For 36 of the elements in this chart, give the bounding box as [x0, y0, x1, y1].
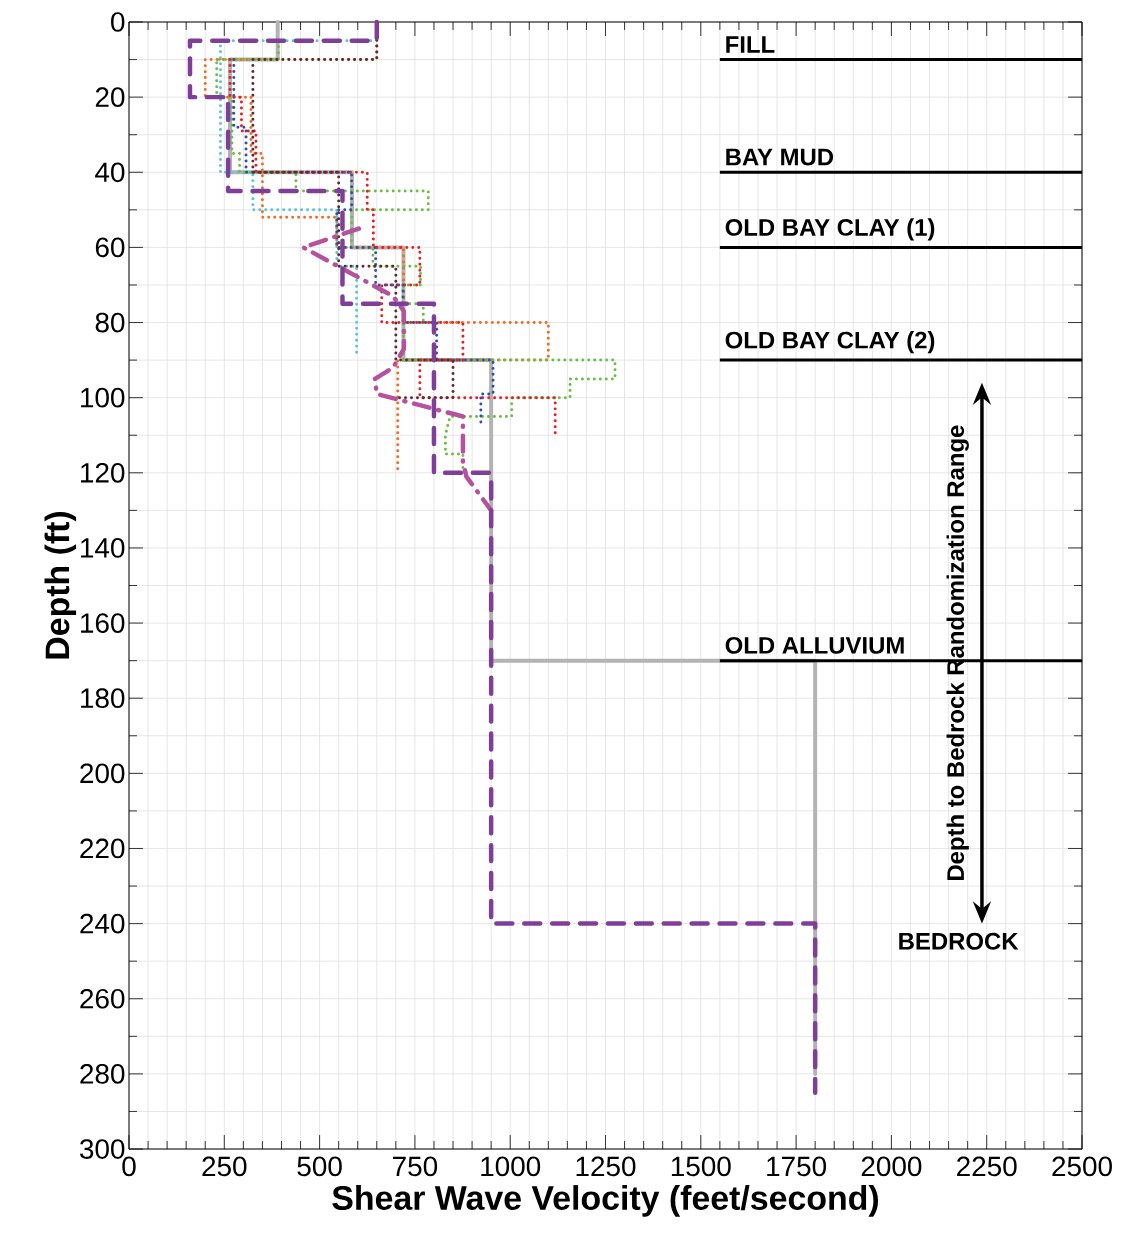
y-tick-label: 120 [81, 462, 125, 483]
y-tick-label: 280 [80, 1064, 125, 1084]
x-tick-label: 1750 [767, 1156, 827, 1177]
x-tick-label: 2500 [1052, 1156, 1112, 1177]
y-tick-label: 160 [81, 613, 125, 633]
y-tick-label: 180 [81, 688, 125, 709]
x-tick-label: 1250 [576, 1156, 636, 1177]
line-series [228, 58, 557, 437]
y-tick-label: 0 [111, 12, 125, 32]
ref-line-label: OLD ALLUVIUM [725, 636, 904, 654]
y-tick-label: 60 [95, 237, 125, 258]
y-tick-label: 240 [80, 913, 125, 934]
y-tick-label: 40 [95, 162, 125, 183]
y-axis-title: Depth (ft) [44, 511, 77, 659]
y-tick-label: 260 [80, 988, 125, 1009]
y-tick-label: 80 [95, 312, 125, 333]
x-tick-label: 750 [393, 1156, 438, 1177]
y-tick-label: 140 [81, 538, 125, 558]
y-tick-label: 100 [81, 387, 125, 408]
y-tick-label: 220 [80, 838, 125, 859]
y-tick-label: 200 [80, 763, 125, 784]
x-tick-label: 2000 [861, 1156, 922, 1177]
x-tick-label: 250 [202, 1156, 247, 1177]
x-tick-label: 1500 [671, 1156, 731, 1177]
ref-line-label: OLD BAY CLAY (2) [725, 331, 935, 354]
y-tick-label: 20 [95, 87, 125, 107]
line-series [300, 226, 494, 513]
ref-line-label: FILL [726, 36, 775, 53]
annotation: Depth to Bedrock Randomization Range [946, 425, 969, 881]
annotation: BEDROCK [899, 932, 1019, 950]
x-tick-label: 500 [297, 1156, 342, 1177]
x-tick-label: 1000 [481, 1156, 541, 1177]
x-axis-title: Shear Wave Velocity (feet/second) [332, 1185, 878, 1217]
ref-line-label: OLD BAY CLAY (1) [725, 218, 935, 241]
x-tick-label: 2250 [957, 1156, 1017, 1177]
ref-line-label: BAY MUD [726, 148, 834, 166]
